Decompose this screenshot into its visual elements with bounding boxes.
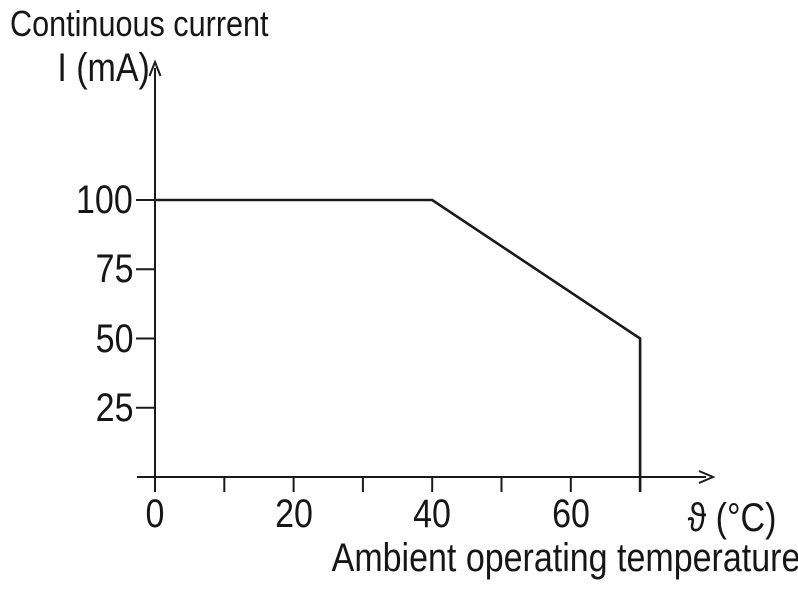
y-tick-label: 100 [76, 178, 133, 222]
chart-title: Continuous current [10, 3, 269, 44]
y-tick-label: 75 [95, 247, 133, 292]
y-tick-label: 25 [95, 385, 133, 430]
data-curve [155, 198, 642, 492]
x-tick-label: 0 [145, 492, 165, 536]
y-axis-unit-label: I (mA) [57, 46, 150, 90]
y-tick-label: 50 [95, 316, 133, 361]
x-tick-label: 60 [551, 492, 590, 536]
x-axis-unit-label: ϑ (°C) [687, 496, 777, 540]
x-axis-arrow [698, 470, 716, 484]
x-tick-label: 20 [274, 492, 313, 536]
y-axis-arrow [148, 59, 162, 77]
x-tick-label: 40 [413, 492, 452, 536]
x-axis-caption: Ambient operating temperature [331, 536, 798, 580]
